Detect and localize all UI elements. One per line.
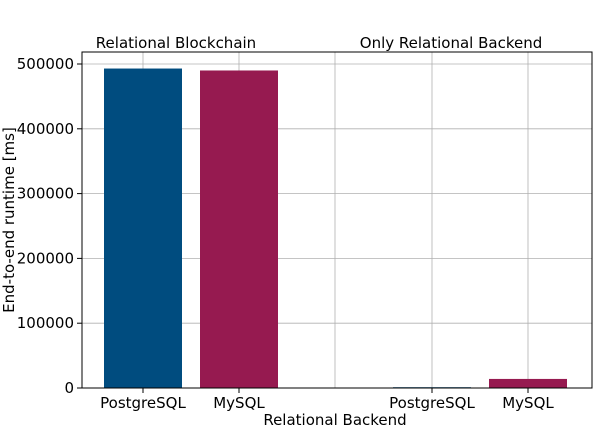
x-axis-ticks: PostgreSQL MySQL PostgreSQL MySQL [100, 388, 554, 412]
bar-mysql-backend [489, 378, 567, 388]
group-label: Relational Blockchain [96, 34, 256, 52]
y-axis-label: End-to-end runtime [ms] [0, 127, 18, 313]
y-tick-label: 100000 [17, 314, 74, 332]
x-tick-label: MySQL [213, 394, 265, 412]
bar-postgresql-blockchain [104, 68, 182, 388]
group-label: Only Relational Backend [360, 34, 542, 52]
y-tick-label: 400000 [17, 120, 74, 138]
bars [104, 68, 567, 388]
y-tick-label: 0 [64, 379, 74, 397]
bar-mysql-blockchain [200, 70, 278, 388]
plot-frame [81, 51, 593, 389]
group-labels: Relational Blockchain Only Relational Bac… [96, 34, 542, 52]
x-axis-label: Relational Backend [263, 411, 406, 429]
y-tick-label: 500000 [17, 55, 74, 73]
x-tick-label: MySQL [502, 394, 554, 412]
y-tick-label: 200000 [17, 249, 74, 267]
y-tick-label: 300000 [17, 185, 74, 203]
x-tick-label: PostgreSQL [389, 394, 475, 412]
x-tick-label: PostgreSQL [100, 394, 186, 412]
y-axis-ticks: 0 100000 200000 300000 400000 500000 [17, 55, 82, 397]
